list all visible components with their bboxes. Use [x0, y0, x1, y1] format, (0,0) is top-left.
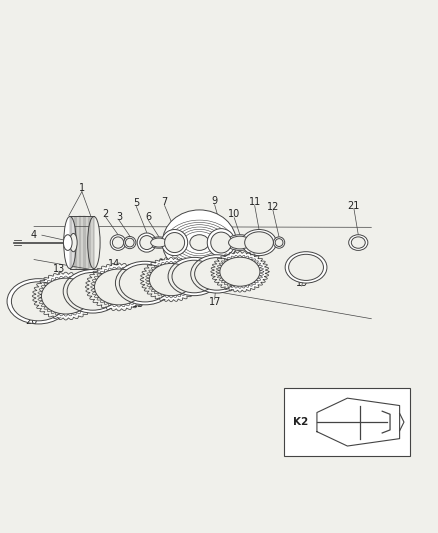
Text: 15: 15 [80, 297, 92, 307]
FancyBboxPatch shape [284, 389, 410, 456]
Ellipse shape [137, 233, 156, 252]
Ellipse shape [289, 254, 323, 280]
Ellipse shape [207, 229, 235, 256]
Ellipse shape [125, 238, 134, 247]
Text: 18: 18 [228, 259, 240, 269]
Ellipse shape [63, 270, 122, 313]
Ellipse shape [113, 237, 124, 248]
Text: 3: 3 [116, 212, 122, 222]
Ellipse shape [42, 278, 90, 314]
Ellipse shape [140, 236, 154, 249]
Text: K2: K2 [293, 417, 308, 427]
Ellipse shape [215, 254, 265, 290]
Ellipse shape [110, 235, 126, 251]
Text: 19: 19 [296, 278, 308, 288]
Text: 21: 21 [348, 200, 360, 211]
Text: 2: 2 [103, 209, 109, 219]
Ellipse shape [191, 255, 243, 293]
Ellipse shape [116, 261, 175, 305]
Text: 14: 14 [108, 259, 120, 269]
Text: 5: 5 [133, 198, 139, 208]
Ellipse shape [165, 232, 185, 253]
Text: 10: 10 [228, 209, 240, 219]
Text: 8: 8 [196, 222, 202, 232]
Ellipse shape [190, 235, 209, 251]
Text: 7: 7 [162, 197, 168, 207]
Ellipse shape [211, 232, 232, 253]
Ellipse shape [285, 252, 327, 283]
Ellipse shape [88, 216, 100, 269]
Ellipse shape [70, 233, 77, 252]
Ellipse shape [144, 260, 198, 300]
Ellipse shape [162, 230, 187, 256]
Text: 20: 20 [25, 317, 37, 326]
Ellipse shape [351, 237, 365, 248]
Text: 1: 1 [79, 183, 85, 193]
Ellipse shape [172, 260, 216, 293]
Ellipse shape [64, 216, 76, 269]
Ellipse shape [162, 210, 237, 275]
Text: 6: 6 [145, 212, 152, 222]
Text: 9: 9 [212, 196, 218, 206]
Ellipse shape [168, 257, 220, 296]
Ellipse shape [148, 237, 170, 248]
Ellipse shape [275, 239, 283, 246]
Ellipse shape [226, 235, 254, 251]
Text: 13: 13 [53, 264, 65, 274]
Ellipse shape [119, 264, 171, 302]
Ellipse shape [245, 232, 273, 253]
Ellipse shape [229, 236, 251, 249]
Ellipse shape [242, 230, 276, 256]
Ellipse shape [89, 265, 148, 309]
Ellipse shape [11, 282, 65, 321]
Ellipse shape [149, 263, 193, 296]
Ellipse shape [194, 257, 239, 290]
Text: 17: 17 [208, 297, 221, 307]
Ellipse shape [95, 269, 143, 305]
Ellipse shape [7, 279, 70, 324]
Text: 12: 12 [267, 203, 279, 212]
Text: 11: 11 [248, 197, 261, 207]
Ellipse shape [349, 235, 368, 251]
Text: 4: 4 [31, 230, 37, 240]
Text: 15: 15 [132, 299, 145, 309]
Ellipse shape [67, 272, 118, 310]
Ellipse shape [220, 257, 260, 286]
Text: 16: 16 [159, 259, 171, 269]
Ellipse shape [151, 238, 167, 247]
Ellipse shape [64, 235, 72, 251]
Ellipse shape [36, 274, 95, 318]
Ellipse shape [124, 237, 136, 249]
Ellipse shape [273, 237, 285, 248]
